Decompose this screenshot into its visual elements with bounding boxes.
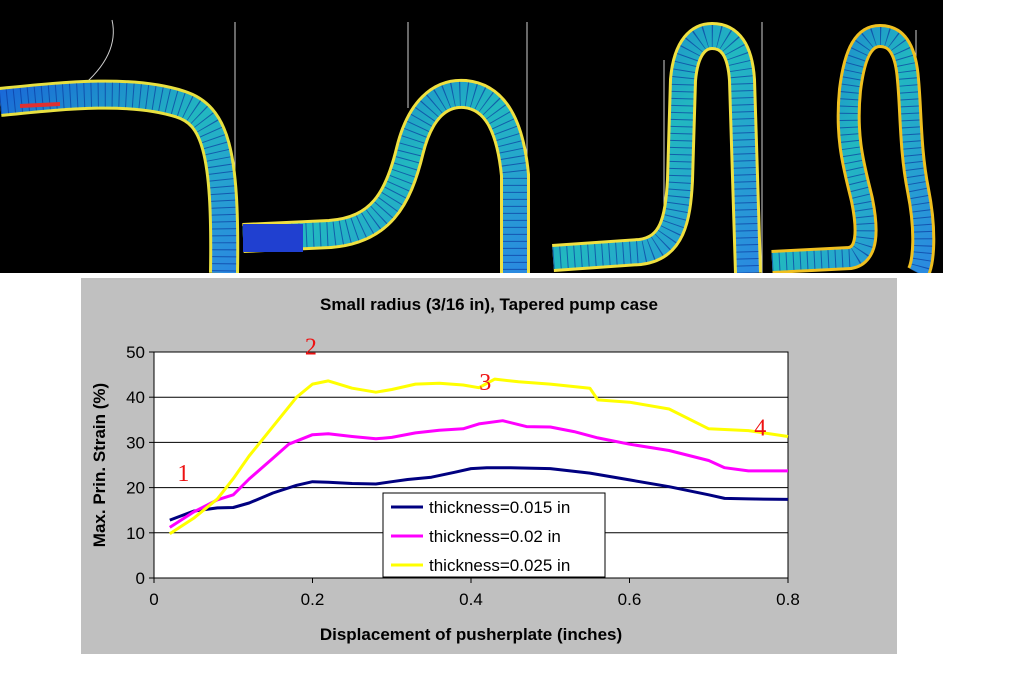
legend: thickness=0.015 in thickness=0.02 in thi…	[382, 492, 606, 578]
annotation-label-4: 4	[754, 416, 766, 442]
x-tick-label: 0.2	[301, 590, 325, 609]
annotation-label-3: 3	[479, 370, 491, 396]
x-tick-label: 0.4	[459, 590, 483, 609]
stage-4-deformation	[771, 23, 936, 279]
stage-1-deformation	[0, 19, 240, 274]
series-lines	[168, 377, 789, 535]
x-tick-label: 0.8	[776, 590, 800, 609]
y-axis-label: Max. Prin. Strain (%)	[90, 383, 109, 547]
legend-label-2: thickness=0.025 in	[429, 556, 570, 575]
annotation-label-2: 2	[305, 335, 317, 361]
series-line-0	[169, 466, 789, 522]
annotations: 1 2 3 4	[177, 335, 766, 487]
y-tick-label: 20	[126, 479, 145, 498]
legend-label-0: thickness=0.015 in	[429, 498, 570, 517]
axes: 0 10 20 30 40 50 0 0.2 0.4 0.6 0.8	[126, 343, 800, 609]
y-tick-label: 0	[136, 569, 145, 588]
annotation-label-1: 1	[177, 461, 189, 487]
x-tick-label: 0	[149, 590, 158, 609]
chart-panel: Small radius (3/16 in), Tapered pump cas…	[81, 278, 897, 654]
x-axis-label: Displacement of pusherplate (inches)	[320, 625, 622, 644]
stage-2-deformation	[242, 22, 530, 273]
strain-chart: Small radius (3/16 in), Tapered pump cas…	[90, 295, 800, 644]
chart-title: Small radius (3/16 in), Tapered pump cas…	[320, 295, 658, 314]
legend-label-1: thickness=0.02 in	[429, 527, 561, 546]
y-tick-label: 50	[126, 343, 145, 362]
series-line-2	[168, 377, 789, 535]
x-tick-label: 0.6	[618, 590, 642, 609]
y-tick-label: 40	[126, 388, 145, 407]
stage-3-deformation	[552, 21, 763, 274]
y-tick-label: 10	[126, 524, 145, 543]
y-tick-label: 30	[126, 433, 145, 452]
series-line-1	[168, 419, 788, 529]
fea-image-strip	[0, 0, 943, 279]
